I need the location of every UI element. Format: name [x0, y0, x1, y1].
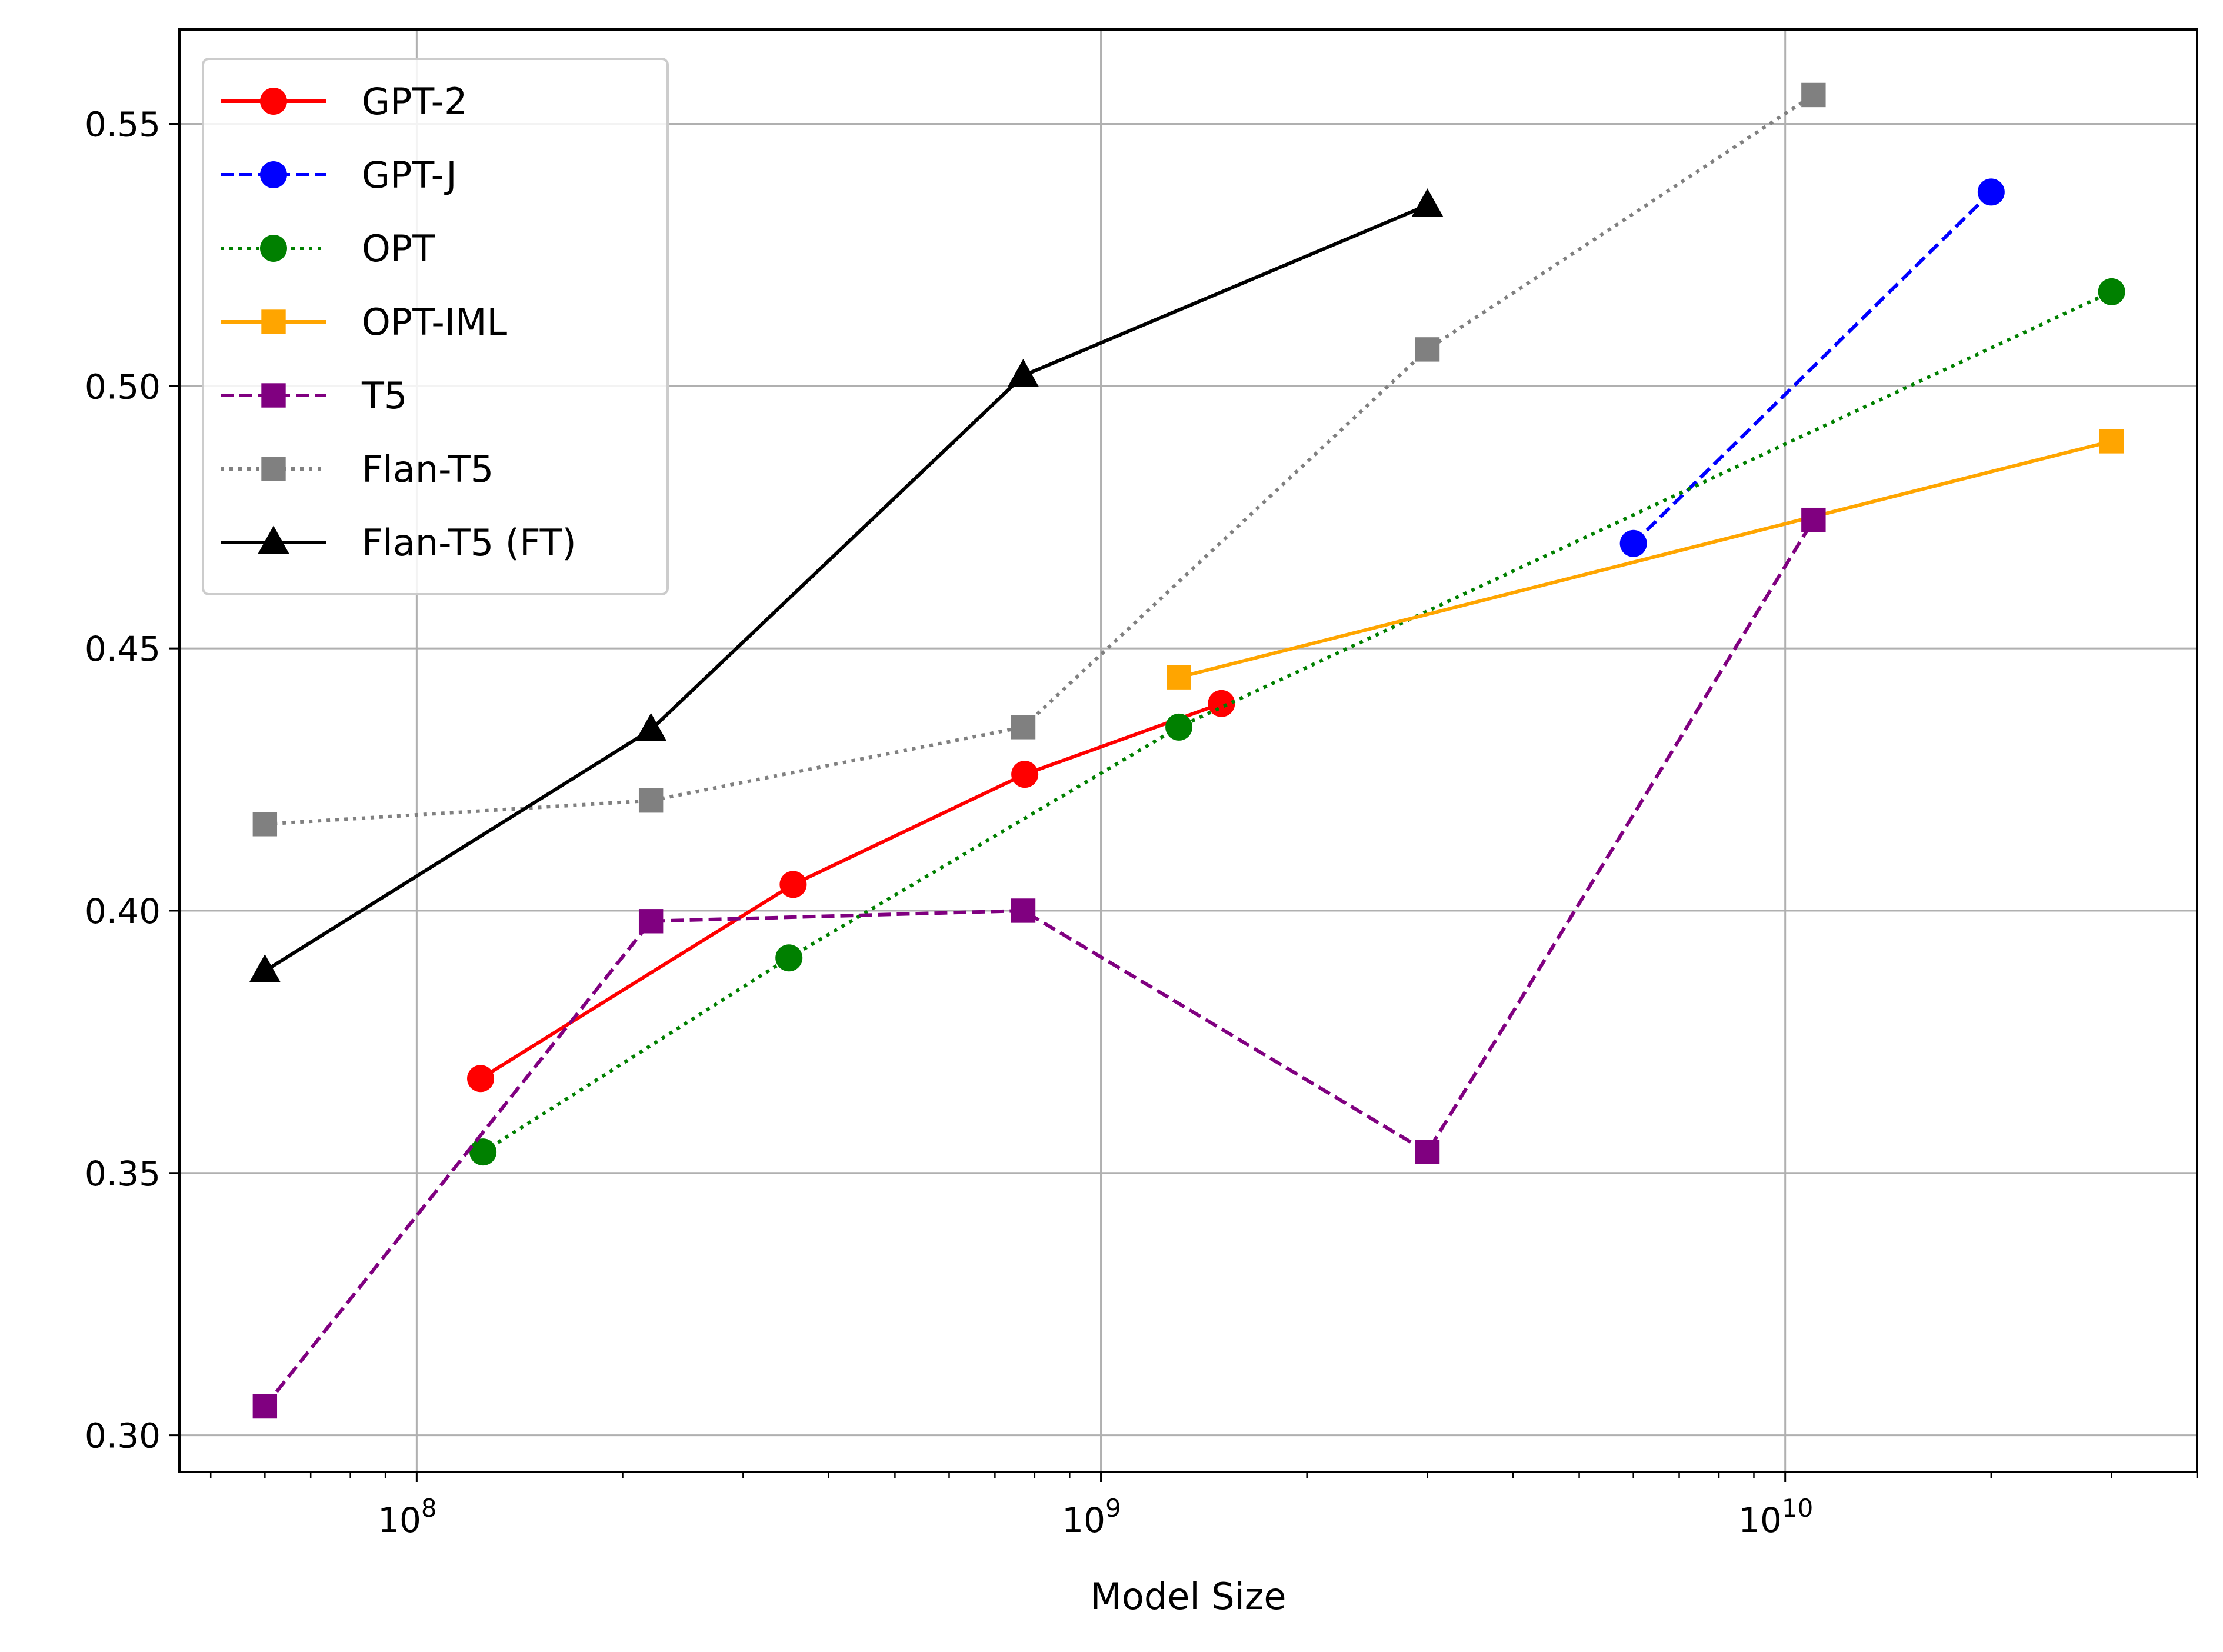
- series-line: [264, 203, 1428, 973]
- series-group: [249, 82, 2125, 1419]
- x-tick-label-base: 10: [1738, 1500, 1782, 1540]
- y-tick-label: 0.40: [85, 891, 161, 931]
- plot-frame: [178, 28, 2198, 1473]
- x-tick-label-exponent: 10: [1782, 1494, 1813, 1523]
- data-point: [1415, 337, 1440, 362]
- data-point: [638, 909, 664, 934]
- legend-marker: [261, 457, 286, 481]
- x-tick-label-base: 10: [1062, 1500, 1105, 1540]
- legend-label: T5: [361, 374, 407, 417]
- legend-marker: [261, 383, 286, 408]
- series-gpt-2: [467, 690, 1235, 1093]
- series-gpt-j: [1619, 178, 2005, 557]
- series-line: [1178, 439, 2112, 680]
- data-point: [2098, 278, 2125, 305]
- legend-label: GPT-J: [362, 154, 457, 196]
- data-point: [1208, 690, 1235, 717]
- legend-item: OPT-IML: [221, 301, 508, 344]
- x-axis-label: Model Size: [1090, 1575, 1286, 1618]
- data-point: [1619, 529, 1647, 557]
- data-point: [638, 788, 664, 813]
- y-tick-label: 0.45: [85, 629, 161, 669]
- data-point: [469, 1138, 497, 1166]
- y-tick-label: 0.35: [85, 1154, 161, 1194]
- legend-item: OPT: [221, 227, 435, 270]
- data-point: [252, 812, 278, 837]
- x-tick-label: 108: [378, 1494, 437, 1540]
- data-point: [1411, 188, 1444, 217]
- legend-label: OPT-IML: [362, 301, 508, 344]
- y-tick-label: 0.30: [85, 1416, 161, 1456]
- data-point: [1011, 715, 1036, 740]
- legend-item: GPT-2: [221, 80, 467, 123]
- legend-box: [202, 58, 669, 595]
- x-tick-label-exponent: 8: [421, 1494, 437, 1523]
- grid: [179, 29, 2197, 1472]
- legend-marker: [260, 161, 287, 188]
- legend-marker: [258, 525, 289, 554]
- legend-label: Flan-T5: [362, 448, 494, 491]
- legend-item: Flan-T5 (FT): [221, 521, 576, 564]
- data-point: [1801, 82, 1826, 108]
- data-point: [467, 1065, 495, 1093]
- data-point: [249, 954, 281, 982]
- y-tick-label: 0.55: [85, 104, 161, 144]
- legend-marker: [260, 88, 287, 115]
- legend-item: GPT-J: [221, 154, 457, 196]
- data-point: [1011, 761, 1039, 788]
- series-t5: [252, 507, 1826, 1419]
- data-point: [1165, 713, 1193, 741]
- legend-marker: [261, 309, 286, 334]
- x-tick-label: 1010: [1738, 1494, 1813, 1540]
- data-point: [635, 712, 667, 741]
- legend-item: T5: [221, 374, 407, 417]
- data-point: [1007, 358, 1039, 387]
- x-tick-label-base: 10: [378, 1500, 421, 1540]
- data-point: [2099, 429, 2124, 454]
- x-tick-label: 109: [1062, 1494, 1121, 1540]
- legend-item: Flan-T5: [221, 448, 494, 491]
- data-point: [779, 871, 807, 898]
- data-point: [252, 1394, 278, 1419]
- y-tick-label: 0.50: [85, 367, 161, 407]
- legend-label: GPT-2: [362, 80, 467, 123]
- x-tick-label-exponent: 9: [1105, 1494, 1121, 1523]
- series-opt-iml: [1167, 429, 2124, 690]
- series-opt: [469, 278, 2125, 1166]
- data-point: [1977, 178, 2005, 206]
- legend-label: OPT: [362, 227, 435, 270]
- data-point: [775, 944, 803, 972]
- data-point: [1011, 898, 1036, 923]
- legend-label: Flan-T5 (FT): [362, 521, 576, 564]
- data-point: [1415, 1140, 1440, 1164]
- series-flan-t5-ft: [249, 188, 1444, 982]
- legend-marker: [260, 235, 287, 262]
- data-point: [1801, 507, 1826, 532]
- series-line: [1632, 191, 1992, 545]
- data-point: [1167, 665, 1191, 690]
- legend: GPT-2 GPT-J OPT OPT-IML T5 Flan-T5 Flan-T5 (FT…: [202, 58, 669, 595]
- series-line: [479, 701, 1222, 1080]
